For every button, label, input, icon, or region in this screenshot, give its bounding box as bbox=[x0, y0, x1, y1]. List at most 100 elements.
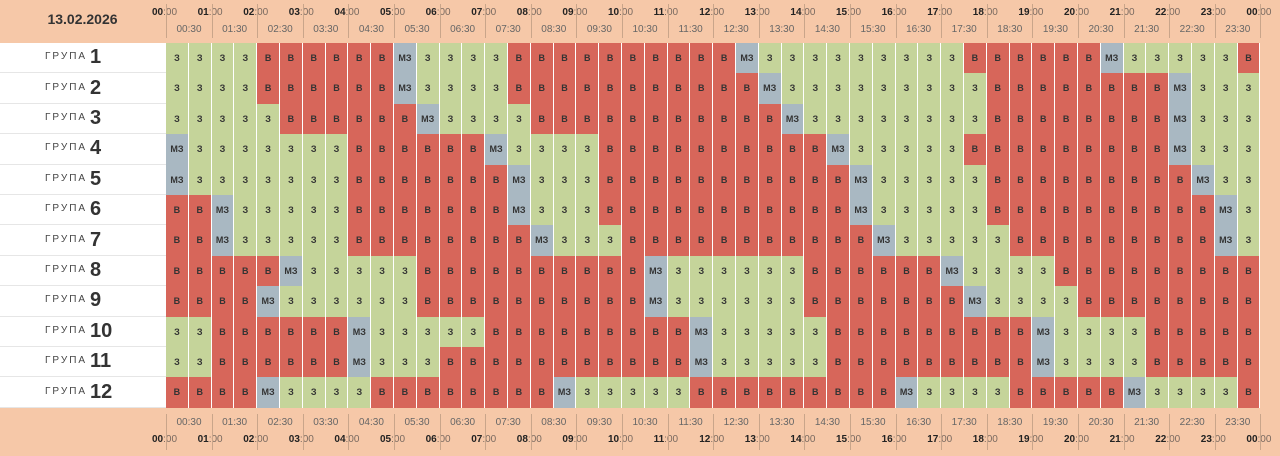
slot-off[interactable]: В bbox=[1100, 134, 1124, 165]
slot-off[interactable]: В bbox=[1100, 164, 1124, 195]
slot-on[interactable]: З bbox=[964, 164, 987, 195]
slot-off[interactable]: В bbox=[758, 195, 782, 226]
slot-on[interactable]: З bbox=[827, 73, 850, 104]
slot-on[interactable]: З bbox=[257, 164, 280, 195]
slot-on[interactable]: З bbox=[1146, 43, 1170, 74]
slot-off[interactable]: В bbox=[1009, 164, 1033, 195]
slot-on[interactable]: З bbox=[918, 164, 942, 195]
slot-off[interactable]: В bbox=[508, 73, 531, 104]
slot-off[interactable]: В bbox=[394, 164, 417, 195]
slot-off[interactable]: В bbox=[1078, 43, 1101, 74]
slot-on[interactable]: З bbox=[964, 377, 987, 408]
slot-on[interactable]: З bbox=[758, 286, 782, 317]
slot-off[interactable]: В bbox=[804, 225, 828, 256]
slot-off[interactable]: В bbox=[622, 286, 645, 317]
slot-off[interactable]: В bbox=[553, 103, 577, 135]
slot-on[interactable]: З bbox=[508, 134, 531, 165]
slot-off[interactable]: В bbox=[1055, 73, 1078, 104]
slot-on[interactable]: З bbox=[667, 255, 691, 287]
slot-off[interactable]: В bbox=[302, 73, 326, 104]
slot-on[interactable]: З bbox=[872, 164, 896, 195]
slot-off[interactable]: В bbox=[166, 255, 189, 287]
slot-maybe[interactable]: МЗ bbox=[850, 164, 873, 195]
slot-on[interactable]: З bbox=[166, 43, 189, 74]
slot-off[interactable]: В bbox=[736, 377, 759, 408]
slot-off[interactable]: В bbox=[1192, 286, 1215, 317]
slot-off[interactable]: В bbox=[1169, 164, 1192, 195]
slot-on[interactable]: З bbox=[1123, 43, 1147, 74]
slot-on[interactable]: З bbox=[234, 195, 258, 226]
slot-on[interactable]: З bbox=[188, 73, 212, 104]
slot-on[interactable]: З bbox=[280, 195, 303, 226]
slot-off[interactable]: В bbox=[508, 286, 531, 317]
slot-on[interactable]: З bbox=[941, 43, 964, 74]
slot-off[interactable]: В bbox=[736, 164, 759, 195]
slot-on[interactable]: З bbox=[485, 103, 508, 135]
slot-on[interactable]: З bbox=[371, 286, 394, 317]
slot-maybe[interactable]: МЗ bbox=[211, 195, 235, 226]
slot-off[interactable]: В bbox=[1055, 43, 1078, 74]
slot-on[interactable]: З bbox=[1192, 73, 1215, 104]
slot-off[interactable]: В bbox=[827, 286, 850, 317]
slot-on[interactable]: З bbox=[1214, 164, 1238, 195]
slot-on[interactable]: З bbox=[804, 43, 828, 74]
slot-off[interactable]: В bbox=[234, 347, 258, 378]
slot-on[interactable]: З bbox=[918, 195, 942, 226]
slot-off[interactable]: В bbox=[1123, 103, 1147, 135]
slot-off[interactable]: В bbox=[188, 286, 212, 317]
slot-on[interactable]: З bbox=[416, 73, 440, 104]
slot-off[interactable]: В bbox=[599, 164, 622, 195]
slot-off[interactable]: В bbox=[485, 286, 508, 317]
slot-off[interactable]: В bbox=[622, 255, 645, 287]
slot-on[interactable]: З bbox=[1055, 347, 1078, 378]
slot-off[interactable]: В bbox=[667, 164, 691, 195]
slot-off[interactable]: В bbox=[872, 347, 896, 378]
slot-off[interactable]: В bbox=[280, 43, 303, 74]
slot-off[interactable]: В bbox=[644, 103, 668, 135]
slot-on[interactable]: З bbox=[280, 286, 303, 317]
slot-off[interactable]: В bbox=[895, 347, 919, 378]
slot-on[interactable]: З bbox=[941, 134, 964, 165]
slot-off[interactable]: В bbox=[850, 377, 873, 408]
slot-maybe[interactable]: МЗ bbox=[166, 134, 189, 165]
slot-on[interactable]: З bbox=[941, 73, 964, 104]
slot-on[interactable]: З bbox=[302, 377, 326, 408]
slot-on[interactable]: З bbox=[1214, 134, 1238, 165]
slot-off[interactable]: В bbox=[439, 255, 463, 287]
slot-off[interactable]: В bbox=[1009, 377, 1033, 408]
slot-off[interactable]: В bbox=[804, 255, 828, 287]
slot-off[interactable]: В bbox=[485, 195, 508, 226]
slot-off[interactable]: В bbox=[872, 377, 896, 408]
slot-on[interactable]: З bbox=[302, 225, 326, 256]
slot-off[interactable]: В bbox=[804, 286, 828, 317]
slot-off[interactable]: В bbox=[234, 255, 258, 287]
slot-off[interactable]: В bbox=[371, 377, 394, 408]
slot-off[interactable]: В bbox=[781, 134, 805, 165]
slot-maybe[interactable]: МЗ bbox=[257, 377, 280, 408]
slot-off[interactable]: В bbox=[188, 377, 212, 408]
slot-off[interactable]: В bbox=[211, 377, 235, 408]
slot-off[interactable]: В bbox=[644, 195, 668, 226]
slot-on[interactable]: З bbox=[234, 225, 258, 256]
slot-on[interactable]: З bbox=[895, 73, 919, 104]
slot-on[interactable]: З bbox=[1055, 316, 1078, 347]
slot-on[interactable]: З bbox=[485, 73, 508, 104]
slot-on[interactable]: З bbox=[713, 255, 736, 287]
slot-off[interactable]: В bbox=[530, 316, 554, 347]
slot-off[interactable]: В bbox=[1123, 286, 1147, 317]
slot-off[interactable]: В bbox=[553, 347, 577, 378]
slot-off[interactable]: В bbox=[553, 255, 577, 287]
slot-off[interactable]: В bbox=[257, 255, 280, 287]
slot-on[interactable]: З bbox=[439, 73, 463, 104]
slot-off[interactable]: В bbox=[986, 134, 1010, 165]
slot-off[interactable]: В bbox=[1146, 255, 1170, 287]
slot-off[interactable]: В bbox=[667, 43, 691, 74]
slot-on[interactable]: З bbox=[964, 225, 987, 256]
slot-off[interactable]: В bbox=[485, 225, 508, 256]
slot-off[interactable]: В bbox=[622, 316, 645, 347]
slot-on[interactable]: З bbox=[280, 164, 303, 195]
slot-off[interactable]: В bbox=[986, 164, 1010, 195]
slot-on[interactable]: З bbox=[941, 225, 964, 256]
slot-maybe[interactable]: МЗ bbox=[964, 286, 987, 317]
slot-on[interactable]: З bbox=[918, 103, 942, 135]
